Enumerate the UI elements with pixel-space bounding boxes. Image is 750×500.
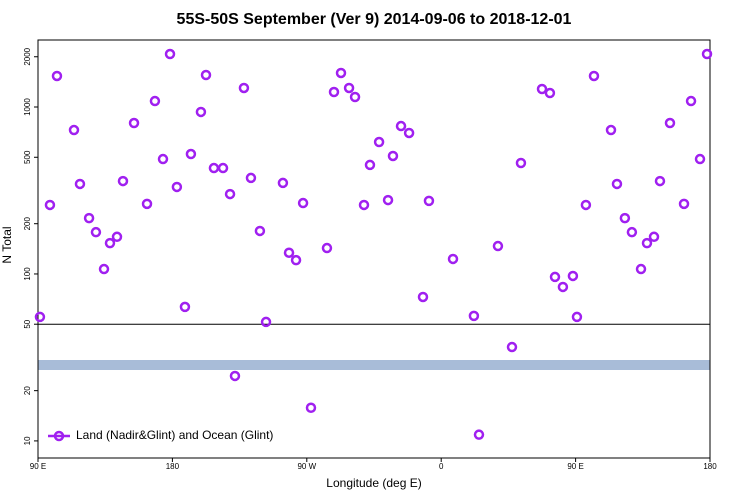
point bbox=[648, 231, 660, 243]
point bbox=[254, 225, 266, 237]
point bbox=[447, 253, 459, 265]
point bbox=[98, 263, 110, 275]
y-tick-label: 20 bbox=[23, 386, 32, 395]
y-tick-label: 200 bbox=[23, 216, 32, 230]
point bbox=[382, 194, 394, 206]
y-tick-label: 100 bbox=[23, 267, 32, 281]
point bbox=[641, 237, 653, 249]
plot-frame bbox=[37, 39, 711, 459]
point bbox=[290, 254, 302, 266]
point bbox=[141, 198, 153, 210]
point bbox=[164, 48, 176, 60]
x-tick-label: 180 bbox=[166, 462, 180, 471]
point bbox=[536, 83, 548, 95]
point bbox=[44, 199, 56, 211]
point bbox=[685, 95, 697, 107]
point bbox=[321, 242, 333, 254]
point bbox=[473, 429, 485, 440]
point bbox=[544, 87, 556, 99]
point bbox=[343, 82, 355, 94]
point bbox=[654, 175, 666, 187]
point bbox=[208, 162, 220, 174]
point bbox=[305, 402, 317, 413]
point bbox=[358, 199, 370, 211]
point bbox=[664, 117, 676, 129]
point bbox=[403, 127, 415, 139]
point bbox=[171, 181, 183, 193]
point bbox=[90, 226, 102, 238]
point bbox=[149, 95, 161, 107]
y-tick-label: 10 bbox=[23, 436, 32, 445]
point bbox=[277, 177, 289, 189]
point bbox=[373, 136, 385, 148]
point bbox=[217, 162, 229, 174]
y-tick-label: 50 bbox=[23, 319, 32, 328]
point bbox=[128, 117, 140, 129]
point bbox=[580, 199, 592, 211]
point bbox=[68, 124, 80, 136]
point bbox=[605, 124, 617, 136]
point bbox=[200, 69, 212, 81]
y-tick-label: 2000 bbox=[23, 47, 32, 65]
point bbox=[694, 153, 706, 165]
point bbox=[51, 70, 63, 82]
point bbox=[185, 148, 197, 160]
point bbox=[567, 270, 579, 282]
x-tick-label: 0 bbox=[439, 462, 444, 471]
point bbox=[117, 175, 129, 187]
point bbox=[571, 311, 583, 323]
point bbox=[701, 48, 713, 60]
y-axis-label: N Total bbox=[0, 226, 14, 263]
x-tick-label: 90 W bbox=[297, 462, 316, 471]
point bbox=[678, 198, 690, 210]
point bbox=[224, 188, 236, 200]
point bbox=[506, 341, 518, 353]
point bbox=[364, 159, 376, 171]
x-tick-label: 90 E bbox=[567, 462, 583, 471]
point bbox=[626, 226, 638, 238]
land-band bbox=[38, 360, 710, 370]
point bbox=[195, 106, 207, 118]
point bbox=[34, 311, 46, 323]
point bbox=[283, 247, 295, 258]
x-tick-label: 90 E bbox=[30, 462, 46, 471]
legend-marker bbox=[53, 430, 65, 442]
point bbox=[157, 153, 169, 165]
y-tick-label: 500 bbox=[23, 150, 32, 164]
point bbox=[297, 197, 309, 209]
point bbox=[557, 281, 569, 293]
point bbox=[260, 316, 272, 328]
point bbox=[549, 271, 561, 283]
point bbox=[245, 172, 257, 184]
point bbox=[619, 212, 631, 224]
legend-label: Land (Nadir&Glint) and Ocean (Glint) bbox=[76, 428, 273, 442]
point bbox=[635, 263, 647, 275]
point bbox=[74, 178, 86, 190]
y-tick-label: 1000 bbox=[23, 98, 32, 116]
point bbox=[328, 86, 340, 98]
x-tick-label: 180 bbox=[703, 462, 717, 471]
point bbox=[111, 231, 123, 243]
point bbox=[588, 70, 600, 82]
point bbox=[179, 301, 191, 313]
point bbox=[387, 150, 399, 162]
point bbox=[468, 310, 480, 322]
point bbox=[104, 237, 116, 249]
point bbox=[238, 82, 250, 94]
point bbox=[492, 240, 504, 252]
point bbox=[83, 212, 95, 224]
point bbox=[395, 120, 407, 132]
point bbox=[417, 291, 429, 303]
point bbox=[335, 67, 347, 79]
point bbox=[611, 178, 623, 190]
chart-title: 55S-50S September (Ver 9) 2014-09-06 to … bbox=[177, 11, 572, 28]
point bbox=[515, 157, 527, 169]
point bbox=[349, 91, 361, 103]
point bbox=[423, 195, 435, 207]
x-axis-label: Longitude (deg E) bbox=[326, 476, 421, 490]
point bbox=[229, 370, 241, 382]
